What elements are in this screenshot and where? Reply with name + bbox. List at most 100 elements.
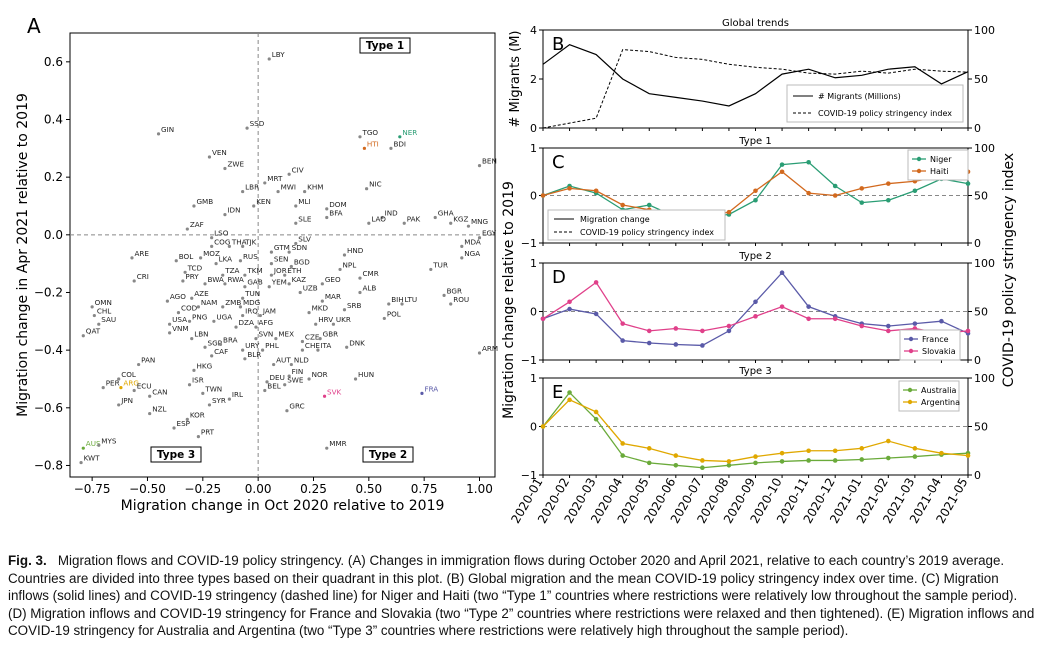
panel-ytick-label: −1 (521, 469, 537, 482)
scatter-point (210, 236, 214, 240)
series-marker (912, 321, 918, 326)
scatter-point-label: MEX (278, 330, 294, 339)
scatter-point (300, 348, 305, 352)
scatter-point-label: ROU (453, 295, 469, 304)
scatter-point (267, 57, 271, 61)
scatter-point (449, 221, 453, 225)
scatter-point-label: SVN (258, 330, 273, 339)
scatter-point (325, 215, 329, 220)
scatter-point (90, 305, 94, 309)
panel-a-ytick-label: 0.4 (44, 112, 63, 126)
scatter-point-label: HRV (318, 315, 333, 324)
quadrant-label: Type 2 (369, 449, 407, 461)
scatter-point (212, 319, 216, 323)
panel-a-ytick-label: −0.6 (34, 401, 63, 415)
series-marker (540, 316, 546, 322)
scatter-point-label: EGY (482, 229, 497, 238)
scatter-point (168, 322, 172, 326)
scatter-point (258, 313, 262, 318)
scatter-point-label: BOL (179, 252, 193, 261)
series-marker (806, 316, 811, 322)
series-marker (859, 186, 865, 191)
series-marker (886, 455, 891, 461)
scatter-point-label: MRT (267, 174, 283, 183)
scatter-point-label: POL (387, 309, 401, 318)
scatter-point (460, 256, 464, 260)
series-line-slovakia (542, 281, 969, 334)
series-marker (832, 193, 838, 198)
scatter-point (227, 244, 231, 248)
panel-a-xtick-label: 0.00 (245, 482, 272, 496)
series-marker (567, 186, 572, 191)
series-marker (593, 280, 599, 285)
scatter-point-label: GTM (274, 243, 290, 252)
scatter-point (172, 426, 176, 430)
scatter-point (185, 417, 189, 421)
scatter-point (338, 267, 342, 272)
scatter-point-label: MDG (243, 298, 260, 307)
scatter-point-label: LKA (219, 255, 233, 264)
scatter-point (238, 305, 243, 309)
panel-a-xtick-label: 0.75 (411, 482, 438, 496)
scatter-point-label: DEU (270, 373, 285, 382)
scatter-point (269, 273, 274, 277)
series-marker (912, 454, 918, 459)
scatter-point (362, 146, 367, 150)
scatter-point-label: NGA (464, 249, 480, 258)
panel-y2tick-label: 0 (974, 122, 981, 135)
series-marker (779, 169, 785, 175)
series-marker (859, 200, 865, 205)
scatter-point (148, 394, 152, 398)
scatter-point (254, 337, 258, 341)
panel-a-letter: A (27, 14, 41, 38)
scatter-point-label: CAN (152, 387, 167, 396)
panel-ytick-label: 0 (530, 306, 537, 319)
series-marker (700, 465, 705, 471)
scatter-point (269, 250, 274, 254)
series-marker (593, 416, 599, 422)
scatter-point (241, 348, 245, 352)
scatter-point-label: NIC (369, 180, 382, 189)
scatter-point-label: HND (347, 246, 364, 255)
scatter-point-label: ISR (192, 376, 204, 385)
scatter-point-label: ARM (482, 344, 498, 353)
series-marker (753, 188, 758, 194)
scatter-point (318, 337, 322, 341)
scatter-point (298, 290, 302, 295)
scatter-point-label: JAM (262, 307, 276, 316)
scatter-point-label: KHM (307, 183, 323, 192)
scatter-point (287, 374, 291, 378)
scatter-point (353, 377, 358, 381)
scatter-point (345, 345, 349, 349)
scatter-point (287, 282, 291, 286)
series-marker (726, 209, 732, 215)
scatter-point-label: SAU (101, 315, 116, 324)
scatter-point-label: LBY (272, 50, 286, 59)
scatter-point (263, 388, 267, 393)
scatter-point (223, 166, 227, 171)
scatter-point (81, 334, 85, 338)
scatter-point-label: KAZ (292, 275, 307, 284)
scatter-point (207, 403, 212, 407)
scatter-point (81, 446, 85, 450)
series-marker (832, 448, 838, 454)
quadrant-label: Type 3 (157, 449, 195, 461)
series-marker (806, 458, 811, 463)
scatter-point-label: UGA (216, 312, 232, 321)
scatter-point-label: AUS (86, 439, 101, 448)
scatter-point-label: KOR (190, 410, 205, 419)
scatter-point-label: DOM (329, 200, 346, 209)
scatter-point (307, 377, 311, 381)
scatter-point (325, 446, 329, 450)
legend-label: COVID-19 policy stringency index (580, 228, 714, 237)
scatter-point (314, 322, 318, 326)
scatter-point (274, 337, 278, 341)
scatter-point (190, 337, 194, 341)
scatter-point-label: MMR (329, 439, 346, 448)
series-marker (753, 314, 758, 319)
scatter-point-label: HUN (358, 370, 374, 379)
panel-a-xtick-label: −0.25 (184, 482, 221, 496)
scatter-point (218, 342, 223, 346)
scatter-point-label: PAK (407, 214, 421, 223)
scatter-point-label: FIN (292, 367, 304, 376)
